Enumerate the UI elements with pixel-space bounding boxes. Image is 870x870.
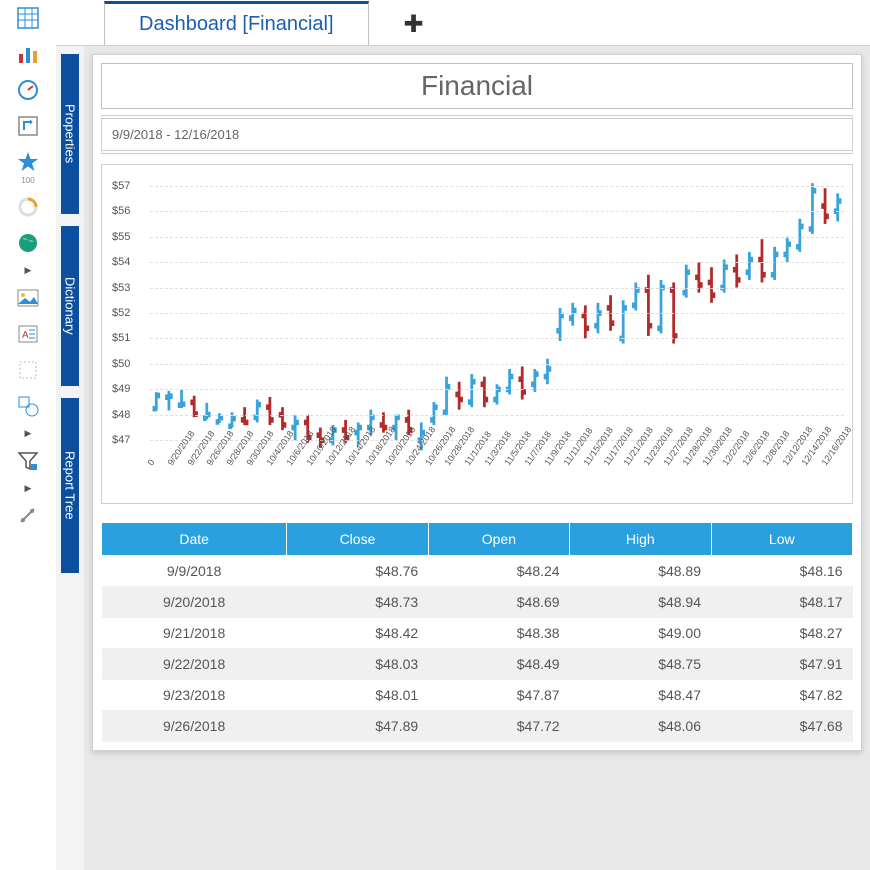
column-header: Open (428, 523, 569, 556)
left-toolbar: 100 ▶ A ▶ ▶ (0, 0, 56, 870)
content-row: Properties Dictionary Report Tree Financ… (56, 46, 870, 870)
filter-icon[interactable] (14, 447, 42, 475)
globe-icon[interactable] (14, 229, 42, 257)
y-tick-label: $47 (112, 434, 130, 446)
y-tick-label: $56 (112, 205, 130, 217)
panel-icon[interactable] (14, 356, 42, 384)
tab-dashboard[interactable]: Dashboard [Financial] (104, 1, 369, 45)
star-label: 100 (21, 176, 34, 185)
column-header: High (570, 523, 711, 556)
expand-icon-2[interactable]: ▶ (25, 428, 32, 439)
shape-icon[interactable] (14, 392, 42, 420)
expand-icon-1[interactable]: ▶ (25, 265, 32, 276)
add-tab-icon[interactable]: ✚ (397, 10, 431, 45)
table-row: 9/9/2018$48.76$48.24$48.89$48.16 (102, 556, 853, 587)
table-row: 9/23/2018$48.01$47.87$48.47$47.82 (102, 680, 853, 711)
y-tick-label: $54 (112, 256, 130, 268)
report-canvas: Financial 9/9/2018 - 12/16/2018 $47 $48 $4… (84, 46, 870, 870)
main-area: Dashboard [Financial] ✚ Properties Dicti… (56, 0, 870, 870)
bookmark-report-tree[interactable]: Report Tree (61, 398, 79, 573)
y-tick-label: $48 (112, 409, 130, 421)
table-row: 9/21/2018$48.42$48.38$49.00$48.27 (102, 618, 853, 649)
y-tick-label: $52 (112, 307, 130, 319)
report-title: Financial (101, 63, 853, 109)
gauge-icon[interactable] (14, 76, 42, 104)
table-row: 9/20/2018$48.73$48.69$48.94$48.17 (102, 587, 853, 618)
image-icon[interactable] (14, 284, 42, 312)
y-tick-label: $57 (112, 180, 130, 192)
star-icon[interactable] (14, 148, 42, 176)
y-tick-label: $55 (112, 231, 130, 243)
settings-icon[interactable] (14, 502, 42, 530)
bookmark-properties[interactable]: Properties (61, 54, 79, 214)
pivot-icon[interactable] (14, 112, 42, 140)
data-table: DateCloseOpenHighLow 9/9/2018$48.76$48.2… (101, 522, 853, 742)
y-tick-label: $53 (112, 282, 130, 294)
column-header: Close (287, 523, 428, 556)
tab-strip: Dashboard [Financial] ✚ (56, 0, 870, 46)
expand-icon-3[interactable]: ▶ (25, 483, 32, 494)
table-row: 9/26/2018$47.89$47.72$48.06$47.68 (102, 711, 853, 742)
bar-chart-icon[interactable] (14, 40, 42, 68)
y-tick-label: $49 (112, 383, 130, 395)
table-icon[interactable] (14, 4, 42, 32)
x-tick-label: 0 (145, 457, 156, 467)
column-header: Date (102, 523, 287, 556)
ohlc-chart: $47$48$49$50$51$52$53$54$55$56$5709/20/2… (101, 164, 853, 504)
y-tick-label: $51 (112, 332, 130, 344)
side-bookmarks: Properties Dictionary Report Tree (56, 46, 84, 870)
column-header: Low (711, 523, 852, 556)
y-tick-label: $50 (112, 358, 130, 370)
report-card: Financial 9/9/2018 - 12/16/2018 $47 $48 $4… (92, 54, 862, 751)
date-range: 9/9/2018 - 12/16/2018 (101, 115, 853, 154)
table-row: 9/22/2018$48.03$48.49$48.75$47.91 (102, 649, 853, 680)
text-icon[interactable]: A (14, 320, 42, 348)
progress-ring-icon[interactable] (14, 193, 42, 221)
bookmark-dictionary[interactable]: Dictionary (61, 226, 79, 386)
svg-text:A: A (22, 330, 29, 341)
